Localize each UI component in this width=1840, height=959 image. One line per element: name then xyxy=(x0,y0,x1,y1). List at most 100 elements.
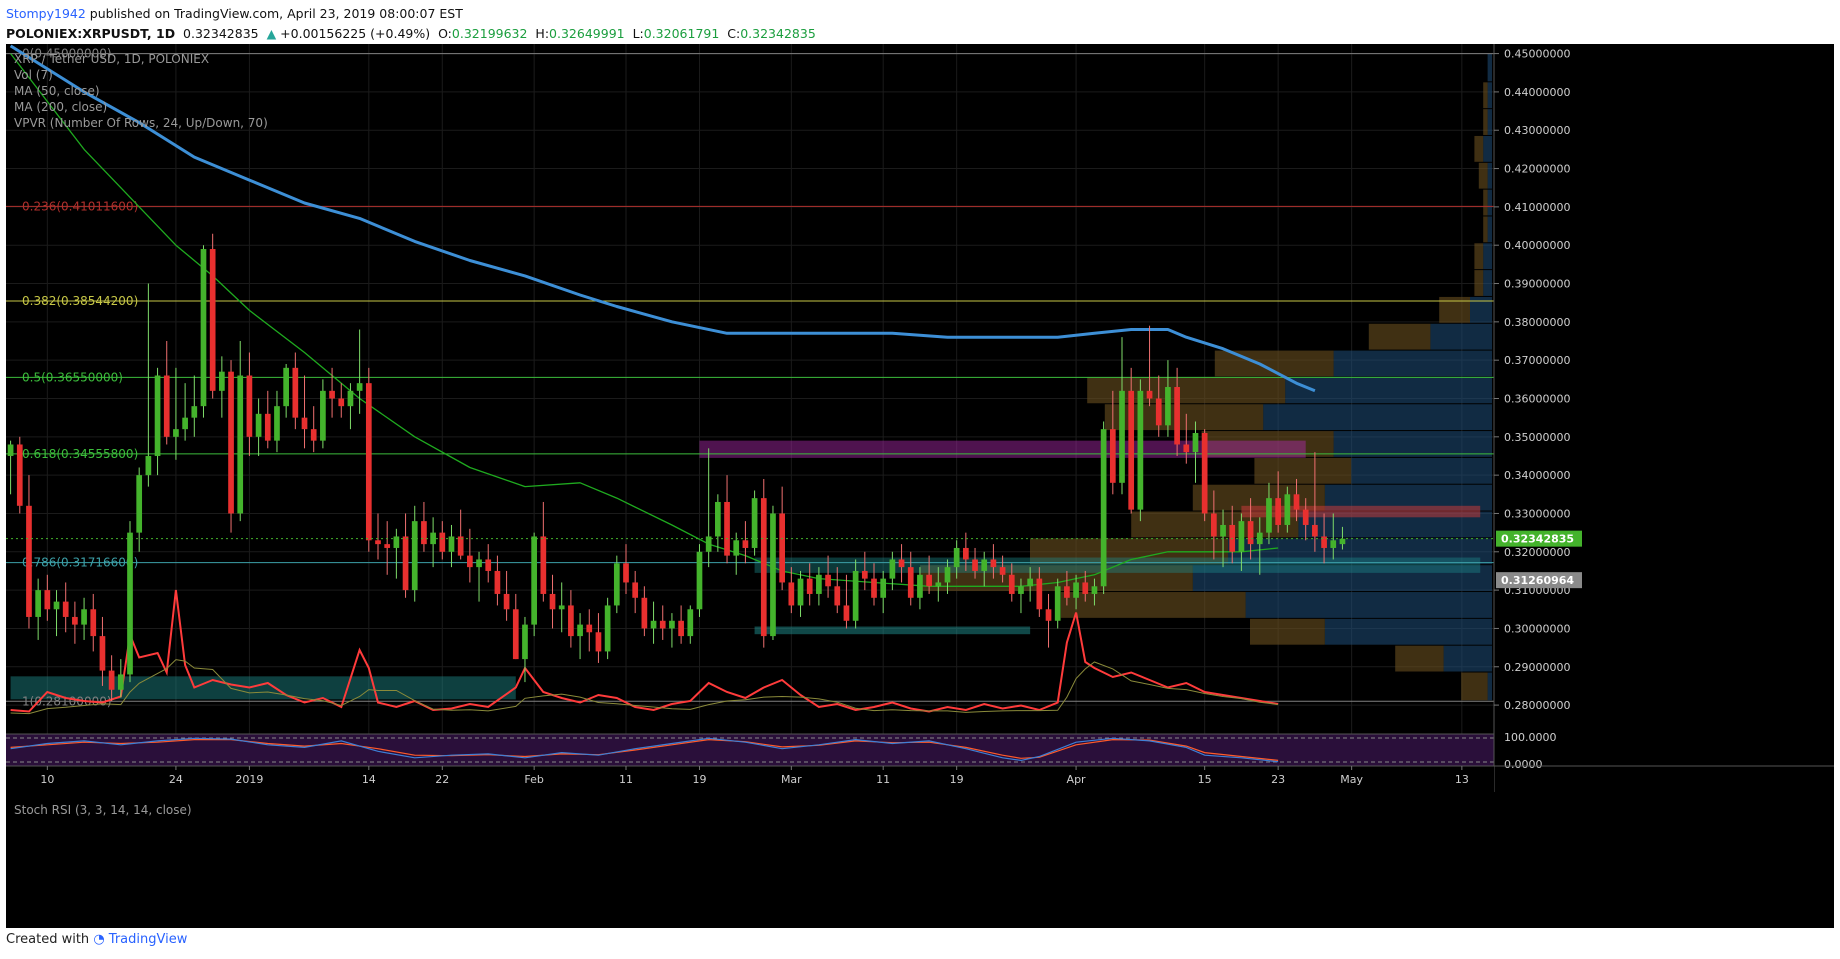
candle-body xyxy=(742,540,749,548)
time-tick-label: Mar xyxy=(781,773,802,786)
zone-rect xyxy=(10,676,516,700)
legend-vol: Vol (7) xyxy=(14,68,53,82)
vpvr-down-bar xyxy=(1483,216,1488,243)
vpvr-down-bar xyxy=(1483,109,1488,135)
candle-body xyxy=(136,475,143,533)
time-tick-label: 22 xyxy=(435,773,449,786)
time-tick-label: 11 xyxy=(619,773,633,786)
vpvr-up-bar xyxy=(1483,135,1492,162)
candle-body xyxy=(1082,582,1089,594)
candle-body xyxy=(999,567,1006,575)
candle-body xyxy=(375,540,381,545)
candle-body xyxy=(255,413,262,437)
candle-body xyxy=(16,444,23,506)
candle-body xyxy=(889,559,896,579)
axis-tick-label: 0.39000000 xyxy=(1504,278,1570,291)
candle-body xyxy=(1284,494,1291,525)
candle-body xyxy=(963,547,969,560)
vpvr-down-bar xyxy=(1474,135,1484,162)
published-text: published on TradingView.com, April 23, … xyxy=(89,6,463,21)
candle-body xyxy=(1275,498,1281,525)
stoch-background xyxy=(6,734,1494,766)
candle-body xyxy=(659,620,666,629)
candle-body xyxy=(1137,390,1144,510)
time-tick-label: Feb xyxy=(524,773,543,786)
candle-body xyxy=(926,574,932,587)
close-value: 0.32342835 xyxy=(740,26,816,41)
axis-tick-label: 0.34000000 xyxy=(1504,469,1570,482)
candle-body xyxy=(788,582,795,606)
publisher-link[interactable]: Stompy1942 xyxy=(6,6,86,21)
change-value: +0.00156225 (+0.49%) xyxy=(280,26,431,41)
vpvr-down-bar xyxy=(1201,431,1334,457)
footer-brand[interactable]: TradingView xyxy=(108,932,188,947)
candle-body xyxy=(1238,521,1245,552)
footer: Created with ◔ TradingView xyxy=(6,932,187,947)
axis-tick-label: 0.36000000 xyxy=(1504,392,1570,405)
candle-body xyxy=(623,563,629,583)
time-tick-label: 13 xyxy=(1455,773,1469,786)
time-tick-label: 15 xyxy=(1198,773,1212,786)
axis-tick-label: 0.30000000 xyxy=(1504,622,1570,635)
candle-body xyxy=(1045,609,1052,621)
candle-body xyxy=(1091,586,1098,594)
candle-body xyxy=(687,609,694,637)
candle-body xyxy=(485,559,492,571)
footer-prefix: Created with xyxy=(6,932,90,947)
vpvr-down-bar xyxy=(1474,270,1484,296)
candle-body xyxy=(558,605,565,610)
candle-body xyxy=(467,555,473,568)
candle-body xyxy=(549,593,556,610)
candle-body xyxy=(972,559,978,571)
legend-ma200: MA (200, close) xyxy=(14,100,107,114)
candle-body xyxy=(512,609,519,660)
candle-body xyxy=(843,605,850,621)
axis-background xyxy=(1494,44,1834,928)
candle-body xyxy=(880,578,887,598)
fib-label: 0.786(0.31716600) xyxy=(22,556,138,570)
vpvr-down-bar xyxy=(1483,82,1488,109)
candle-body xyxy=(182,417,188,430)
candle-body xyxy=(209,249,216,391)
vpvr-down-bar xyxy=(1250,618,1325,645)
candle-body xyxy=(1330,540,1337,548)
vpvr-down-bar xyxy=(1483,189,1488,216)
time-tick-label: 14 xyxy=(362,773,376,786)
candle-body xyxy=(173,429,179,437)
vpvr-down-bar xyxy=(1474,243,1484,270)
candle-body xyxy=(421,521,427,545)
stoch-tick-label: 100.0000 xyxy=(1504,731,1557,744)
fib-label: 0.382(0.38544200) xyxy=(22,294,138,308)
candle-body xyxy=(604,605,611,652)
candle-body xyxy=(861,570,868,579)
candle-body xyxy=(292,367,299,418)
poc-tag xyxy=(1496,572,1582,589)
axis-tick-label: 0.37000000 xyxy=(1504,354,1570,367)
candle-body xyxy=(816,574,822,594)
low-value: 0.32061791 xyxy=(643,26,720,41)
candle-body xyxy=(1174,387,1180,445)
time-tick-label: 24 xyxy=(169,773,183,786)
price-chart[interactable]: 0(0.45000000) 0.236(0.41011600) 0.382(0.38… xyxy=(6,44,1834,928)
candle-body xyxy=(898,559,905,568)
axis-tick-label: 0.28000000 xyxy=(1504,699,1570,712)
time-tick-label: Apr xyxy=(1067,773,1087,786)
candle-body xyxy=(1073,582,1079,598)
candle-body xyxy=(760,498,767,637)
candle-body xyxy=(953,547,960,568)
candle-body xyxy=(1256,532,1263,545)
candle-body xyxy=(301,417,308,430)
fib-label: 0.5(0.36550000) xyxy=(22,370,123,384)
candle-body xyxy=(448,536,455,552)
vpvr-down-bar xyxy=(1087,377,1286,404)
candle-body xyxy=(1146,390,1153,399)
candle-body xyxy=(568,605,574,637)
candle-body xyxy=(1312,524,1318,537)
vpvr-up-bar xyxy=(1324,618,1492,645)
legend-title: XRP / Tether USD, 1D, POLONIEX xyxy=(14,52,209,66)
candle-body xyxy=(650,620,657,629)
candle-body xyxy=(770,513,776,637)
candle-body xyxy=(310,429,317,441)
candle-body xyxy=(632,582,639,598)
candle-body xyxy=(1247,521,1254,545)
